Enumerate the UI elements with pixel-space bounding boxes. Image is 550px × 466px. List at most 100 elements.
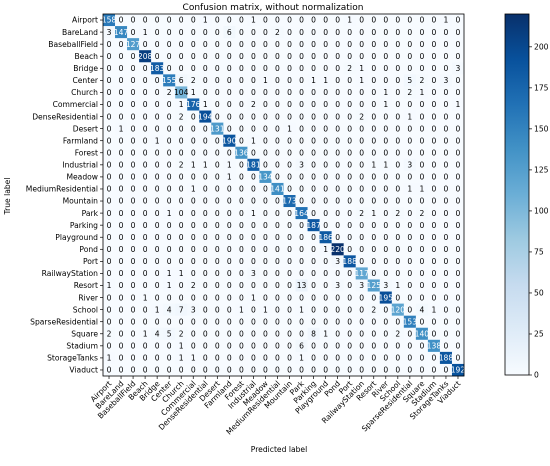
cell-value-label: 0 [203, 185, 208, 194]
cell-value-label: 5 [407, 76, 412, 85]
heatmap-cell [355, 62, 369, 75]
cell-value-label: 0 [143, 221, 148, 230]
cell-value-label: 0 [167, 40, 172, 49]
cell-value-label: 0 [275, 269, 280, 278]
cell-value-label: 0 [311, 305, 316, 314]
cell-value-label: 0 [143, 342, 148, 351]
cell-value-label: 0 [359, 185, 364, 194]
heatmap-cell [271, 134, 284, 148]
y-tick-label: Farmland [63, 136, 98, 145]
cell-value-label: 0 [263, 124, 268, 133]
heatmap-cell [103, 134, 116, 148]
cell-value-label: 0 [155, 281, 160, 290]
heatmap-cell [211, 74, 224, 87]
heatmap-cell [247, 26, 260, 39]
heatmap-cell [103, 38, 116, 51]
cell-value-label: 3 [359, 281, 364, 290]
cell-value-label: 0 [407, 197, 412, 206]
cell-value-label: 0 [299, 100, 304, 109]
cell-value-label: 1 [407, 112, 412, 121]
cell-value-label: 0 [143, 173, 148, 182]
cell-value-label: 0 [383, 173, 388, 182]
cell-value-label: 181 [246, 161, 261, 170]
heatmap-cell [271, 98, 284, 111]
heatmap-cell [139, 38, 152, 51]
cell-value-label: 0 [119, 305, 124, 314]
cell-value-label: 0 [275, 40, 280, 49]
cell-value-label: 0 [444, 52, 449, 61]
cell-value-label: 0 [227, 88, 232, 97]
heatmap-cell [331, 26, 344, 39]
y-tick-label: DenseResidential [32, 112, 98, 121]
cell-value-label: 0 [131, 173, 136, 182]
heatmap-cell [391, 146, 405, 160]
cell-value-label: 0 [131, 293, 136, 302]
heatmap-cell [415, 134, 429, 148]
cell-value-label: 0 [371, 88, 376, 97]
cell-value-label: 1 [167, 281, 172, 290]
cell-value-label: 0 [371, 40, 376, 49]
cell-value-label: 0 [107, 173, 112, 182]
cell-value-label: 0 [395, 257, 400, 266]
heatmap-cell [235, 219, 248, 232]
cell-value-label: 0 [456, 161, 461, 170]
cell-value-label: 0 [444, 161, 449, 170]
cell-value-label: 1 [191, 185, 196, 194]
heatmap-cell [355, 182, 369, 196]
cell-value-label: 0 [371, 342, 376, 351]
heatmap-cell [199, 170, 212, 184]
heatmap-cell [127, 243, 140, 256]
y-tick-label: Airport [72, 16, 98, 25]
cell-value-label: 0 [383, 136, 388, 145]
cell-value-label: 0 [287, 342, 292, 351]
heatmap-cell [319, 231, 332, 244]
cell-value-label: 0 [335, 305, 340, 314]
cell-value-label: 0 [359, 317, 364, 326]
cell-value-label: 0 [311, 245, 316, 254]
cell-value-label: 0 [227, 76, 232, 85]
heatmap-cell [343, 231, 356, 244]
heatmap-cell [451, 170, 465, 184]
cell-value-label: 0 [131, 354, 136, 363]
cell-value-label: 0 [371, 329, 376, 338]
heatmap-cell [151, 207, 164, 220]
cell-value-label: 0 [263, 221, 268, 230]
heatmap-cell [379, 26, 393, 39]
heatmap-cell [235, 98, 248, 111]
cell-value-label: 3 [251, 269, 256, 278]
cell-value-label: 0 [456, 136, 461, 145]
heatmap-cell [259, 26, 272, 39]
cell-value-label: 0 [395, 28, 400, 37]
cell-value-label: 0 [263, 64, 268, 73]
cell-value-label: 0 [456, 342, 461, 351]
heatmap-cell [271, 110, 284, 123]
heatmap-cell [451, 158, 465, 172]
cell-value-label: 0 [179, 293, 184, 302]
cell-value-label: 0 [431, 329, 436, 338]
heatmap-cell [199, 219, 212, 232]
x-tick-labels: AirportBareLandBaseballFieldBeachBridgeC… [89, 376, 462, 436]
cell-value-label: 0 [444, 221, 449, 230]
heatmap-cell [439, 207, 453, 220]
cell-value-label: 0 [119, 221, 124, 230]
cell-value-label: 0 [239, 136, 244, 145]
heatmap-cell [343, 134, 356, 148]
heatmap-cell [175, 50, 188, 63]
heatmap-cell [379, 195, 393, 208]
cell-value-label: 0 [251, 317, 256, 326]
heatmap-cell [187, 207, 200, 220]
heatmap-cell [343, 207, 356, 220]
cell-value-label: 0 [203, 281, 208, 290]
heatmap-cell [331, 62, 344, 75]
heatmap-cell [427, 50, 441, 63]
cell-value-label: 0 [456, 329, 461, 338]
heatmap-cell [151, 110, 164, 123]
heatmap-cell [175, 122, 188, 135]
heatmap-cell [307, 195, 320, 208]
cell-value-label: 0 [155, 317, 160, 326]
heatmap-cell [247, 158, 260, 172]
heatmap-cell [247, 146, 260, 160]
cell-value-label: 0 [239, 221, 244, 230]
cell-value-label: 0 [143, 185, 148, 194]
cell-value-label: 0 [419, 161, 424, 170]
